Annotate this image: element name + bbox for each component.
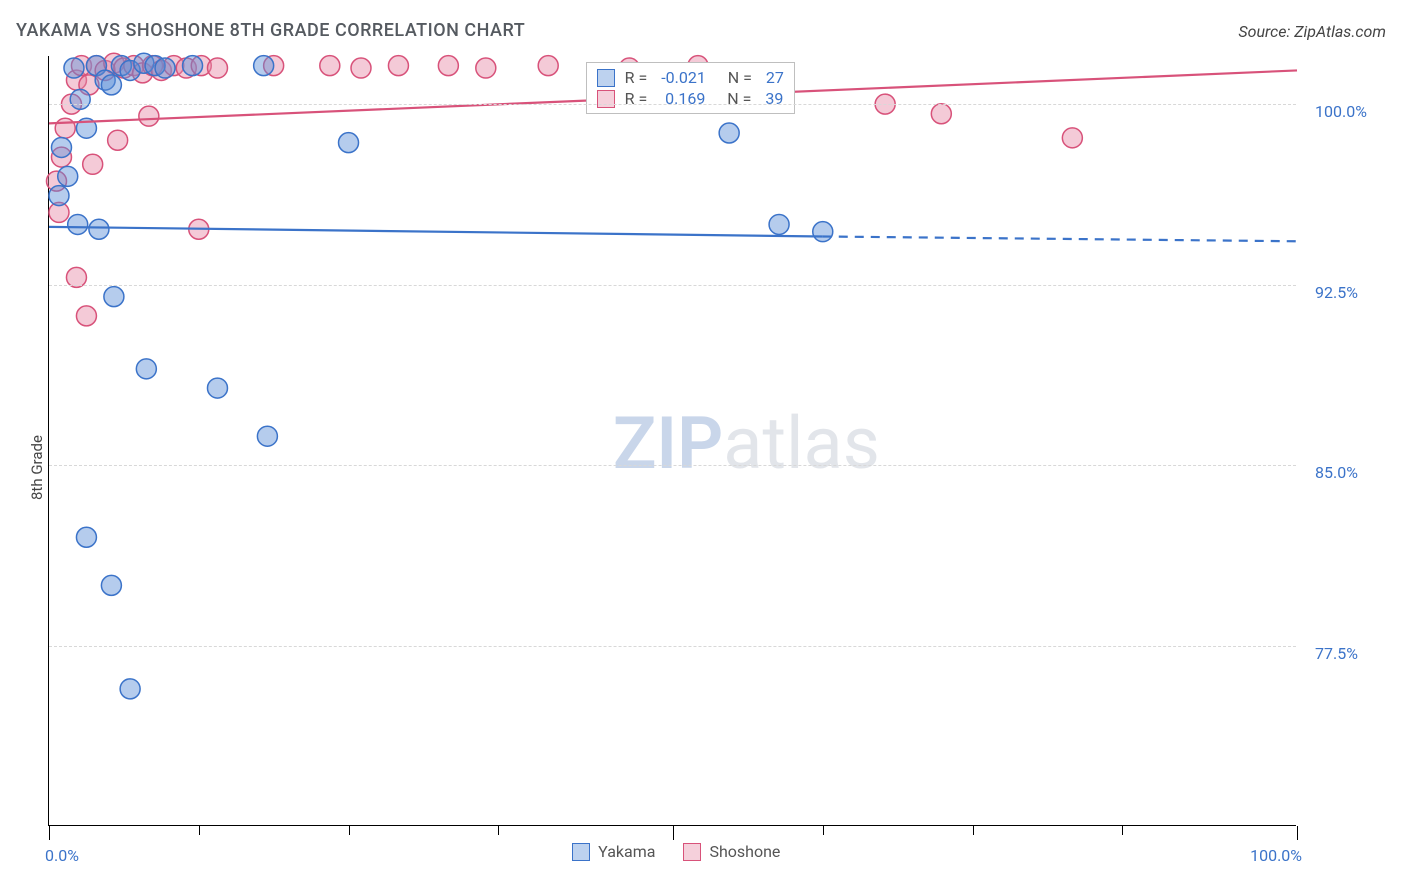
legend-swatch-yakama [597, 69, 615, 87]
point-yakama [813, 222, 833, 242]
legend-n-value: 39 [765, 89, 783, 108]
point-yakama [64, 58, 84, 78]
y-tick-label: 92.5% [1315, 283, 1358, 302]
x-tick-label: 100.0% [1250, 846, 1302, 865]
legend-row-shoshone: R = 0.169 N = 39 [597, 88, 784, 109]
point-yakama [49, 186, 69, 206]
point-yakama [155, 58, 175, 78]
point-shoshone [83, 154, 103, 174]
bottom-legend-shoshone: Shoshone [683, 842, 780, 861]
point-shoshone [388, 56, 408, 76]
legend-r-value: 0.169 [661, 89, 705, 108]
point-shoshone [207, 58, 227, 78]
plot-svg [49, 56, 1297, 826]
point-shoshone [351, 58, 371, 78]
x-tick [349, 826, 350, 835]
point-shoshone [438, 56, 458, 76]
point-yakama [719, 123, 739, 143]
point-yakama [136, 359, 156, 379]
point-yakama [257, 426, 277, 446]
grid-line [49, 285, 1296, 286]
x-tick [1297, 826, 1298, 840]
x-tick [199, 826, 200, 835]
point-yakama [104, 287, 124, 307]
point-shoshone [476, 58, 496, 78]
y-tick-label: 77.5% [1315, 644, 1358, 663]
bottom-legend-label: Shoshone [709, 842, 780, 861]
point-yakama [769, 214, 789, 234]
legend-r-value: -0.021 [661, 68, 706, 87]
x-tick-label: 0.0% [45, 846, 79, 865]
x-tick [823, 826, 824, 835]
bottom-legend-yakama: Yakama [572, 842, 655, 861]
legend-r-label: R = [625, 68, 652, 87]
x-tick [49, 826, 50, 840]
x-tick [498, 826, 499, 835]
plot-area: ZIPatlas R = -0.021 N = 27R = 0.169 N = … [48, 56, 1296, 826]
trend-yakama [49, 227, 823, 237]
point-yakama [254, 56, 274, 76]
point-shoshone [139, 106, 159, 126]
y-tick-label: 85.0% [1315, 463, 1358, 482]
point-yakama [70, 89, 90, 109]
y-axis-label: 8th Grade [28, 435, 46, 500]
legend-r-label: R = [625, 89, 652, 108]
point-yakama [207, 378, 227, 398]
point-yakama [101, 75, 121, 95]
point-shoshone [538, 56, 558, 76]
point-yakama [68, 214, 88, 234]
point-shoshone [320, 56, 340, 76]
grid-line [49, 104, 1296, 105]
legend-row-yakama: R = -0.021 N = 27 [597, 67, 784, 88]
chart-title: YAKAMA VS SHOSHONE 8TH GRADE CORRELATION… [16, 20, 525, 41]
point-yakama [183, 56, 203, 76]
x-tick [1122, 826, 1123, 835]
x-tick [673, 826, 674, 840]
point-shoshone [76, 306, 96, 326]
legend-n-value: 27 [766, 68, 784, 87]
bottom-legend-swatch-shoshone [683, 843, 701, 861]
legend-box: R = -0.021 N = 27R = 0.169 N = 39 [586, 62, 795, 114]
chart-root: YAKAMA VS SHOSHONE 8TH GRADE CORRELATION… [0, 0, 1406, 892]
point-shoshone [55, 118, 75, 138]
bottom-legend-swatch-yakama [572, 843, 590, 861]
source-label: Source: ZipAtlas.com [1238, 22, 1386, 41]
point-yakama [339, 133, 359, 153]
point-shoshone [108, 130, 128, 150]
legend-n-label: N = [716, 68, 756, 87]
grid-line [49, 646, 1296, 647]
trend-yakama-dash [823, 236, 1297, 241]
point-yakama [89, 219, 109, 239]
y-tick-label: 100.0% [1315, 102, 1367, 121]
point-shoshone [1062, 128, 1082, 148]
point-yakama [120, 679, 140, 699]
point-yakama [51, 137, 71, 157]
point-yakama [76, 527, 96, 547]
grid-line [49, 465, 1296, 466]
legend-n-label: N = [715, 89, 755, 108]
point-yakama [101, 575, 121, 595]
point-yakama [58, 166, 78, 186]
x-tick [973, 826, 974, 835]
point-shoshone [931, 104, 951, 124]
bottom-legend-label: Yakama [598, 842, 655, 861]
bottom-legend: Yakama Shoshone [572, 842, 780, 861]
